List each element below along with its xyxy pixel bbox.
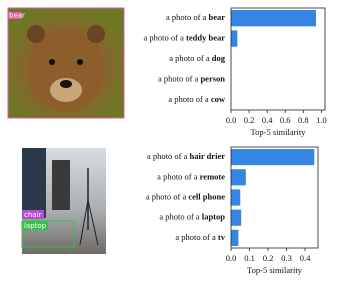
x-tick-label: 0.2 [244,115,255,125]
category-object: teddy bear [186,33,225,43]
plot-frame [230,146,319,249]
category-label: a photo of a person [158,73,225,83]
category-object: cow [211,94,226,104]
room-image: chair laptop [21,148,106,254]
x-tick-label: 0.0 [226,253,237,263]
x-tick-label: 0.0 [226,115,237,125]
category-object: hair drier [190,151,226,161]
category-label: a photo of a bear [166,12,225,22]
category-label: a photo of a hair drier [147,151,225,161]
x-tick-label: 0.4 [300,253,311,263]
bar [231,189,241,206]
category-label: a photo of a cow [168,94,226,104]
x-tick-label: 0.6 [280,115,291,125]
x-axis-label: Top-5 similarity [247,265,303,275]
bar [231,169,246,186]
category-text: a photo of a [175,232,218,242]
bar [231,229,239,246]
category-text: a photo of a [147,151,190,161]
bar [231,30,238,47]
x-tick-label: 0.3 [281,253,292,263]
category-object: tv [218,232,226,242]
category-text: a photo of a [158,73,201,83]
category-object: laptop [202,212,225,222]
category-label: a photo of a tv [175,232,225,242]
category-text: a photo of a [146,191,189,201]
bar [231,209,242,226]
category-text: a photo of a [168,94,211,104]
category-object: cell phone [188,191,225,201]
category-label: a photo of a dog [169,53,225,63]
plot-frame [230,7,326,111]
detection-label: laptop [24,222,47,230]
x-tick-label: 0.8 [298,115,309,125]
category-text: a photo of a [169,53,212,63]
category-object: bear [208,12,225,22]
category-text: a photo of a [144,33,187,43]
category-label: a photo of a laptop [159,212,225,222]
x-tick-label: 1.0 [316,115,327,125]
category-object: dog [212,53,226,63]
x-tick-label: 0.2 [263,253,274,263]
category-text: a photo of a [166,12,209,22]
category-label: a photo of a remote [157,171,225,181]
category-text: a photo of a [157,171,200,181]
category-text: a photo of a [159,212,202,222]
category-object: person [200,73,225,83]
detection-label: bear [9,12,25,20]
category-label: a photo of a cell phone [146,191,225,201]
bar [231,10,316,27]
x-tick-label: 0.4 [262,115,273,125]
bear-image: bear [7,7,125,119]
x-tick-label: 0.1 [244,253,255,263]
x-axis-label: Top-5 similarity [251,127,307,137]
bar [231,149,315,166]
detection-label: chair [24,211,42,219]
category-object: remote [200,171,226,181]
category-label: a photo of a teddy bear [144,33,226,43]
